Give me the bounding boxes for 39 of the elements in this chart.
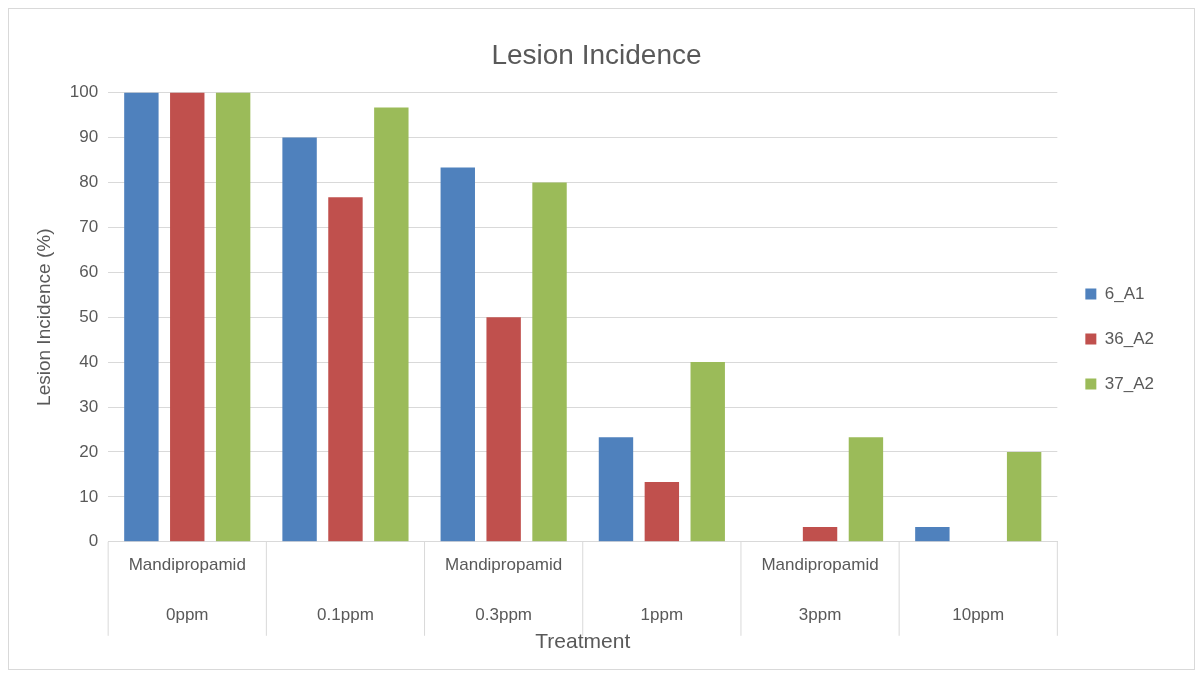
bar (374, 107, 409, 542)
y-tick-label: 10 (79, 486, 99, 506)
y-tick-label: 100 (69, 82, 99, 102)
bar (690, 362, 725, 542)
bar (1006, 451, 1042, 542)
x-tick-label: 1ppm (640, 605, 684, 625)
y-tick-label: 20 (79, 441, 99, 461)
legend-label: 37_A2 (1104, 373, 1155, 393)
bar (644, 482, 680, 542)
bar (170, 92, 205, 542)
bar (848, 437, 884, 542)
x-tick-label: 0.1ppm (317, 605, 374, 625)
y-tick-label: 0 (88, 531, 99, 551)
bar (124, 92, 159, 542)
category-label: Mandipropamid 3ppm (761, 555, 879, 625)
chart-title: Lesion Incidence (491, 38, 702, 70)
bar (215, 92, 251, 542)
y-tick-label: 50 (79, 306, 99, 326)
legend-label: 36_A2 (1104, 328, 1155, 348)
bar (915, 526, 950, 542)
y-tick-label: 70 (79, 217, 99, 237)
y-tick-label: 60 (79, 261, 99, 281)
bar (282, 137, 317, 542)
y-tick-label: 90 (79, 127, 99, 147)
category-label: Mandipropamid 0ppm (128, 555, 246, 625)
bar (802, 526, 838, 542)
bar (598, 437, 634, 542)
bar (440, 167, 475, 542)
legend-label: 6_A1 (1104, 283, 1145, 303)
bar (486, 317, 521, 542)
bar (532, 182, 567, 542)
y-axis-title: Lesion Incidence (%) (32, 228, 54, 406)
x-tick-label: 10ppm (952, 605, 1005, 625)
x-axis-title: Treatment (535, 629, 631, 653)
y-tick-label: 40 (79, 351, 99, 371)
y-tick-label: 30 (79, 396, 99, 416)
bar (328, 197, 363, 542)
category-label: Mandipropamid 0.3ppm (445, 555, 563, 625)
y-tick-label: 80 (79, 172, 99, 192)
